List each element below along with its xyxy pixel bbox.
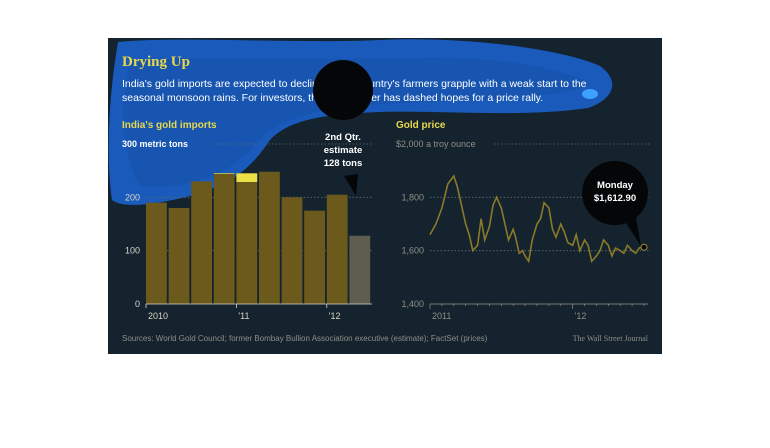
import-bar	[304, 210, 325, 304]
line-y-tick-label: 1,800	[401, 192, 424, 202]
estimate-bar	[349, 235, 371, 304]
bar-y-tick-label: 200	[125, 192, 140, 202]
chart-title: Drying Up	[122, 54, 190, 70]
bar-highlight	[236, 173, 258, 182]
bar-x-tick-label: '11	[238, 311, 249, 321]
price-callout-line-2: $1,612.90	[594, 193, 636, 204]
import-bar	[146, 202, 167, 304]
import-bar	[168, 208, 190, 304]
publisher-credit: The Wall Street Journal	[573, 334, 649, 343]
gold-imports-chart: India's gold imports 0 100 200 300 metric t…	[122, 60, 374, 321]
bar-y-tick-label: 300 metric tons	[122, 139, 188, 149]
line-y-tick-label: $2,000 a troy ounce	[396, 139, 476, 149]
price-callout-line-1: Monday	[597, 180, 634, 191]
blue-overlay-dot	[582, 89, 598, 99]
estimate-callout-line-1: 2nd Qtr.	[325, 132, 361, 143]
import-bar	[236, 173, 258, 304]
import-bar	[326, 194, 348, 304]
bar-x-tick-label: '12	[329, 311, 341, 321]
blue-overlay-inner	[123, 57, 590, 187]
estimate-callout-pointer	[344, 174, 358, 196]
line-x-tick-label: 2011	[432, 311, 451, 321]
gold-price-line	[429, 174, 645, 264]
line-y-tick-label: 1,600	[401, 246, 424, 256]
bar-highlight	[213, 173, 235, 174]
source-note: Sources: World Gold Council; former Bomb…	[122, 334, 488, 343]
line-x-tick-label: '12	[575, 311, 587, 321]
import-bar	[213, 173, 235, 304]
estimate-callout: 2nd Qtr. estimate 128 tons	[313, 60, 374, 196]
gold-imports-title: India's gold imports	[122, 120, 217, 131]
gold-price-title: Gold price	[396, 120, 446, 131]
line-y-tick-label: 1,400	[401, 299, 424, 309]
estimate-callout-bubble	[313, 60, 374, 120]
estimate-callout-line-2: estimate	[324, 145, 363, 156]
import-bar	[191, 181, 212, 304]
bar-x-tick-label: 2010	[148, 311, 168, 321]
bar-y-tick-label: 0	[135, 299, 140, 309]
import-bar	[281, 197, 303, 304]
import-bar	[259, 171, 280, 304]
price-callout: Monday $1,612.90	[582, 161, 648, 246]
gold-price-chart: Gold price 1,400 1,600 1,800 $2,000 a troy …	[396, 120, 650, 321]
bar-y-tick-label: 100	[125, 246, 140, 256]
price-callout-pointer	[624, 218, 641, 246]
gold-price-endpoint	[640, 243, 648, 251]
estimate-callout-line-3: 128 tons	[324, 158, 363, 169]
price-callout-bubble	[582, 161, 648, 225]
